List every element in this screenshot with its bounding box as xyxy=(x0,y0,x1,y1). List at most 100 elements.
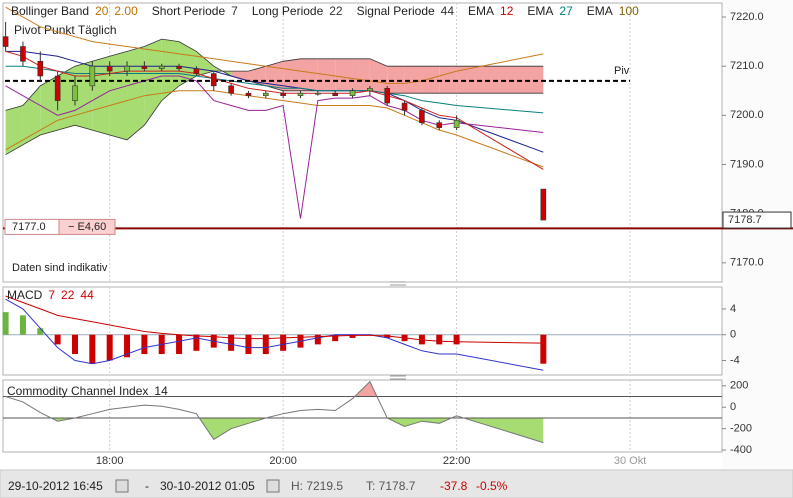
histogram-bar xyxy=(262,334,269,355)
order-price: 7177.0 xyxy=(12,221,46,233)
candle-body xyxy=(401,102,408,111)
param: 44 xyxy=(80,288,94,302)
change-value: -37.8 xyxy=(440,479,468,493)
candle-body xyxy=(193,68,200,74)
x-tick-label: 18:00 xyxy=(96,455,124,467)
candle-body xyxy=(367,87,373,92)
y-tick-label: 7200.0 xyxy=(730,109,764,121)
footer-bar xyxy=(0,469,793,498)
candle-body xyxy=(158,65,165,69)
candle-body xyxy=(280,92,286,96)
histogram-bar xyxy=(141,334,148,355)
histogram-bar xyxy=(349,334,356,338)
histogram-bar xyxy=(540,334,547,364)
indicator-line xyxy=(5,65,544,114)
candle-body xyxy=(453,119,460,128)
candle-body xyxy=(54,75,61,101)
cloud-segment xyxy=(265,61,284,91)
from-date[interactable]: 29-10-2012 16:45 xyxy=(8,479,103,493)
legend-param: 12 xyxy=(500,4,514,18)
cloud-segment xyxy=(161,39,180,101)
candle-body xyxy=(349,90,356,96)
y-tick-label: -4 xyxy=(730,354,740,366)
histogram-bar xyxy=(314,334,321,345)
candle-body xyxy=(141,65,148,69)
legend-label: Long Periode xyxy=(252,4,324,18)
cloud-segment xyxy=(404,66,422,94)
legend-param: 22 xyxy=(329,4,343,18)
histogram-bar xyxy=(453,334,460,345)
calendar-icon[interactable] xyxy=(266,479,280,493)
title: Commodity Channel Index xyxy=(7,384,148,398)
legend-label: Short Periode xyxy=(152,4,226,18)
cloud-segment xyxy=(335,58,353,91)
candle-body xyxy=(315,92,321,95)
axis-background xyxy=(722,0,793,470)
param: 22 xyxy=(61,288,75,302)
cloud-segment xyxy=(352,58,370,91)
cloud-segment xyxy=(300,58,318,91)
title: MACD xyxy=(7,288,43,302)
resize-grip[interactable] xyxy=(390,375,406,380)
candle-body xyxy=(540,188,547,221)
candle-body xyxy=(124,65,130,72)
legend-param: 7 xyxy=(231,4,238,18)
x-tick-label: 22:00 xyxy=(443,455,471,467)
cloud-segment xyxy=(179,41,197,86)
legend-param: 20 xyxy=(95,4,109,18)
indicator-line xyxy=(5,50,544,170)
legend-param: 44 xyxy=(441,4,455,18)
y-tick-label: 7190.0 xyxy=(730,158,764,170)
histogram-bar xyxy=(176,334,183,355)
pivot-title: Pivot Punkt Täglich xyxy=(14,23,117,37)
candle-body xyxy=(72,85,78,101)
histogram-bar xyxy=(54,334,61,345)
legend-param: 2.00 xyxy=(114,4,138,18)
cci-line xyxy=(5,380,544,444)
cloud-segment xyxy=(231,71,249,81)
candle-body xyxy=(297,92,304,96)
calendar-icon[interactable] xyxy=(115,479,129,493)
pivot-label: Piv xyxy=(614,65,630,77)
param: 14 xyxy=(154,384,168,398)
histogram-bar xyxy=(89,334,96,364)
x-tick-label: 30 Okt xyxy=(614,455,646,467)
resize-grip[interactable] xyxy=(390,281,406,286)
candle-body xyxy=(106,65,113,72)
histogram-bar xyxy=(19,315,26,335)
candle-body xyxy=(332,92,338,96)
y-tick-label: 0 xyxy=(730,401,736,413)
candle-body xyxy=(384,87,391,104)
candle-body xyxy=(436,122,443,128)
y-tick-label: 200 xyxy=(730,380,748,392)
candle-body xyxy=(262,92,269,96)
y-tick-label: -200 xyxy=(730,423,752,435)
legend-label: EMA xyxy=(587,4,613,18)
panel-title: MACD 7 22 44 xyxy=(7,288,94,302)
order-change-box xyxy=(58,218,116,235)
legend-param: 100 xyxy=(619,4,639,18)
last-price-label: 7178.7 xyxy=(728,214,762,226)
legend-label: Signal Periode xyxy=(357,4,435,18)
histogram-bar xyxy=(106,334,113,361)
order-change: − E4,60 xyxy=(68,221,106,233)
candle-body xyxy=(89,65,96,87)
cloud-segment xyxy=(387,66,405,94)
cloud-segment xyxy=(40,76,58,136)
separator: - xyxy=(145,479,149,493)
to-date[interactable]: 30-10-2012 01:05 xyxy=(160,479,255,493)
y-tick-label: 7170.0 xyxy=(730,257,764,269)
legend-label: EMA xyxy=(527,4,553,18)
low-value: T: 7178.7 xyxy=(366,479,416,493)
histogram-bar xyxy=(2,312,9,335)
legend-param: 27 xyxy=(559,4,573,18)
cloud-segment xyxy=(369,58,388,94)
candle-body xyxy=(245,92,252,96)
panel-title: Commodity Channel Index 14 xyxy=(7,384,168,398)
candle-body xyxy=(37,60,44,77)
y-tick-label: -400 xyxy=(730,444,752,456)
y-tick-label: 7210.0 xyxy=(730,60,764,72)
indicator-line xyxy=(5,50,544,153)
oversold-fill xyxy=(5,417,544,443)
